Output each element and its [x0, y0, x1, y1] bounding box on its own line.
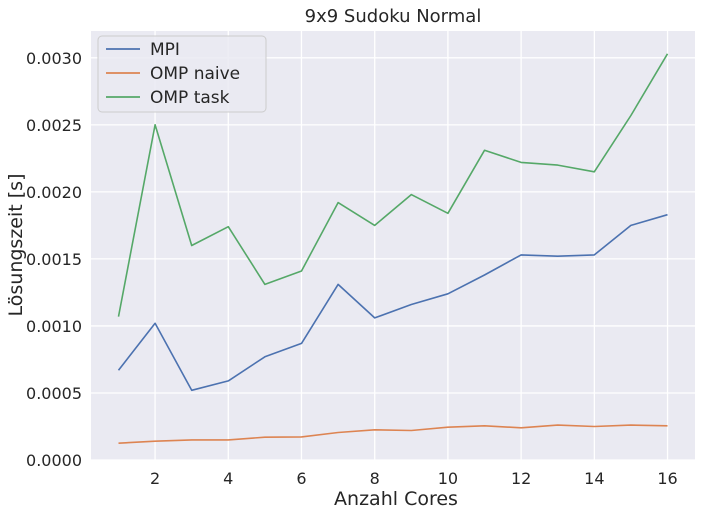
legend-label: MPI — [150, 40, 180, 60]
x-axis-ticks: 2 4 6 8 10 12 14 16 — [150, 469, 678, 488]
legend: MPI OMP naive OMP task — [97, 35, 267, 113]
legend-label: OMP naive — [150, 64, 240, 84]
y-tick-label: 0.0020 — [26, 183, 82, 202]
y-tick-label: 0.0025 — [26, 116, 82, 135]
y-tick-label: 0.0005 — [26, 384, 82, 403]
x-axis-label: Anzahl Cores — [334, 488, 458, 510]
x-tick-label: 6 — [296, 469, 306, 488]
x-tick-label: 4 — [223, 469, 233, 488]
y-tick-label: 0.0010 — [26, 317, 82, 336]
grid-lines — [91, 31, 695, 461]
x-tick-label: 8 — [370, 469, 380, 488]
x-tick-label: 10 — [438, 469, 458, 488]
legend-box — [97, 35, 267, 113]
y-tick-label: 0.0015 — [26, 250, 82, 269]
y-tick-label: 0.0030 — [26, 49, 82, 68]
x-tick-label: 16 — [657, 469, 677, 488]
series-lines — [117, 53, 669, 444]
y-tick-label: 0.0000 — [26, 451, 82, 470]
chart-title: 9x9 Sudoku Normal — [305, 6, 482, 27]
legend-label: OMP task — [150, 88, 230, 108]
x-tick-label: 14 — [584, 469, 604, 488]
x-tick-label: 2 — [150, 469, 160, 488]
series-line-2 — [117, 53, 669, 317]
series-line-0 — [117, 213, 668, 392]
x-tick-label: 12 — [511, 469, 531, 488]
y-axis-ticks: 0.0000 0.0005 0.0010 0.0015 0.0020 0.0025 0.00… — [26, 49, 82, 470]
y-axis-label: Lösungszeit [s] — [5, 174, 27, 317]
series-line-1 — [118, 424, 668, 444]
